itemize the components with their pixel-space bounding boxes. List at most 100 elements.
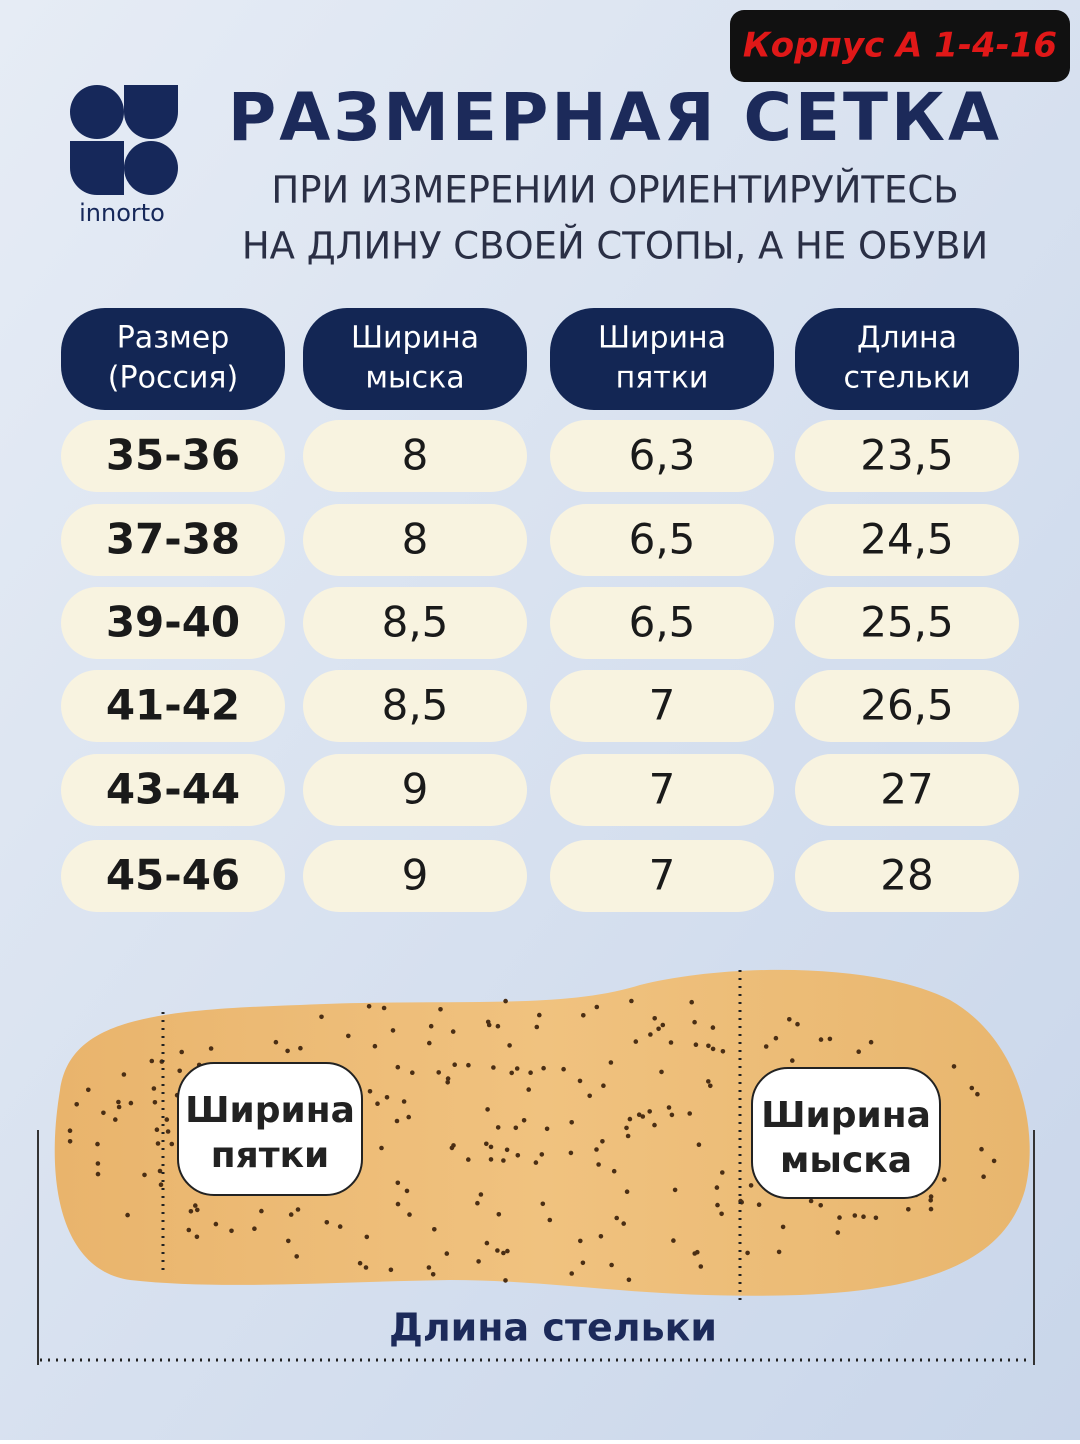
perforation-dot — [213, 1221, 219, 1227]
perforation-dot — [533, 1160, 539, 1165]
perforation-dot — [67, 1139, 73, 1144]
cell — [303, 504, 527, 576]
perforation-dot — [659, 1069, 664, 1075]
perforation-dot — [451, 1143, 456, 1148]
badge: Корпус А 1-4-16 — [743, 26, 1057, 66]
perforation-dot — [569, 1271, 574, 1276]
title: РАЗМЕРНАЯ СЕТКА — [228, 79, 1002, 156]
perforation-dot — [259, 1208, 264, 1214]
perforation-dot — [776, 1249, 782, 1255]
perforation-dot — [981, 1174, 986, 1179]
perforation-dot — [194, 1234, 200, 1240]
perforation-dot — [101, 1110, 106, 1116]
label-box — [751, 1067, 941, 1199]
perforation-dot — [295, 1207, 301, 1212]
perforation-dot — [169, 1141, 175, 1147]
perforation-dot — [157, 1168, 163, 1174]
perforation-dot — [485, 1107, 490, 1112]
perforation-dot — [495, 1023, 501, 1029]
perforation-dot — [158, 1182, 164, 1187]
cell — [550, 670, 774, 742]
perforation-dot — [991, 1158, 997, 1164]
perforation-dot — [503, 998, 508, 1004]
perforation-dot — [142, 1172, 147, 1178]
cell — [61, 670, 285, 742]
perforation-dot — [868, 1039, 874, 1045]
perforation-dot — [195, 1207, 200, 1213]
subtitle: НА ДЛИНУ СВОЕЙ СТОПЫ, А НЕ ОБУВИ — [242, 224, 988, 268]
perforation-dot — [406, 1114, 412, 1120]
perforation-dot — [609, 1262, 614, 1268]
perforation-dot — [475, 1200, 480, 1206]
perforation-dot — [581, 1013, 586, 1018]
header-cell — [61, 308, 285, 410]
perforation-dot — [652, 1016, 657, 1021]
subtitle: ПРИ ИЗМЕРЕНИИ ОРИЕНТИРУЙТЕСЬ — [271, 168, 958, 212]
perforation-dot — [337, 1224, 343, 1229]
perforation-dot — [780, 1224, 786, 1230]
perforation-dot — [656, 1026, 661, 1032]
perforation-dot — [547, 1217, 553, 1223]
header-text: пятки — [616, 361, 709, 396]
perforation-dot — [818, 1037, 824, 1042]
perforation-dot — [608, 1060, 614, 1065]
perforation-dot — [298, 1045, 303, 1051]
perforation-dot — [509, 1070, 514, 1076]
perforation-dot — [384, 1095, 390, 1100]
perforation-dot — [720, 1170, 725, 1175]
perforation-dot — [587, 1093, 592, 1099]
cell — [303, 420, 527, 492]
perforation-dot — [544, 1126, 550, 1132]
perforation-dot — [568, 1150, 574, 1156]
cell — [303, 754, 527, 826]
perforation-dot — [478, 1192, 484, 1197]
perforation-dot — [537, 1012, 542, 1018]
header-text: Длина — [857, 321, 957, 356]
perforation-dot — [346, 1033, 351, 1039]
perforation-dot — [710, 1046, 716, 1052]
perforation-dot — [594, 1004, 600, 1010]
value-cell: 27 — [880, 765, 933, 814]
perforation-dot — [626, 1277, 632, 1283]
perforation-dot — [928, 1206, 934, 1212]
perforation-dot — [672, 1187, 678, 1193]
perforation-dot — [319, 1014, 324, 1020]
header-text: Размер — [117, 321, 230, 356]
perforation-dot — [363, 1265, 369, 1270]
perforation-dot — [719, 1211, 724, 1217]
perforation-dot — [504, 1147, 510, 1153]
perforation-dot — [128, 1100, 134, 1106]
perforation-dot — [466, 1157, 471, 1162]
perforation-dot — [324, 1220, 330, 1225]
perforation-dot — [942, 1177, 947, 1182]
perforation-dot — [390, 1028, 396, 1033]
perforation-dot — [647, 1109, 652, 1114]
perforation-dot — [476, 1259, 481, 1264]
perforation-dot — [179, 1049, 184, 1055]
size-cell: 39-40 — [106, 598, 240, 647]
value-cell: 7 — [649, 681, 676, 730]
cell — [795, 670, 1019, 742]
perforation-dot — [407, 1212, 412, 1217]
perforation-dot — [357, 1260, 363, 1266]
perforation-dot — [375, 1101, 380, 1106]
cell — [795, 504, 1019, 576]
value-cell: 7 — [649, 851, 676, 900]
perforation-dot — [154, 1127, 160, 1132]
perforation-dot — [748, 1183, 754, 1188]
perforation-dot — [714, 1185, 720, 1190]
cell — [303, 670, 527, 742]
perforation-dot — [979, 1146, 984, 1152]
perforation-dot — [561, 1066, 566, 1072]
perforation-dot — [539, 1152, 545, 1157]
value-cell: 24,5 — [860, 515, 954, 564]
perforation-dot — [514, 1066, 520, 1071]
logo-text: innorto — [79, 199, 165, 227]
perforation-dot — [580, 1260, 586, 1266]
header-text: Ширина — [351, 321, 479, 356]
perforation-dot — [598, 1234, 604, 1239]
perforation-dot — [507, 1043, 512, 1048]
perforation-dot — [660, 1022, 666, 1028]
perforation-dot — [763, 1044, 769, 1049]
